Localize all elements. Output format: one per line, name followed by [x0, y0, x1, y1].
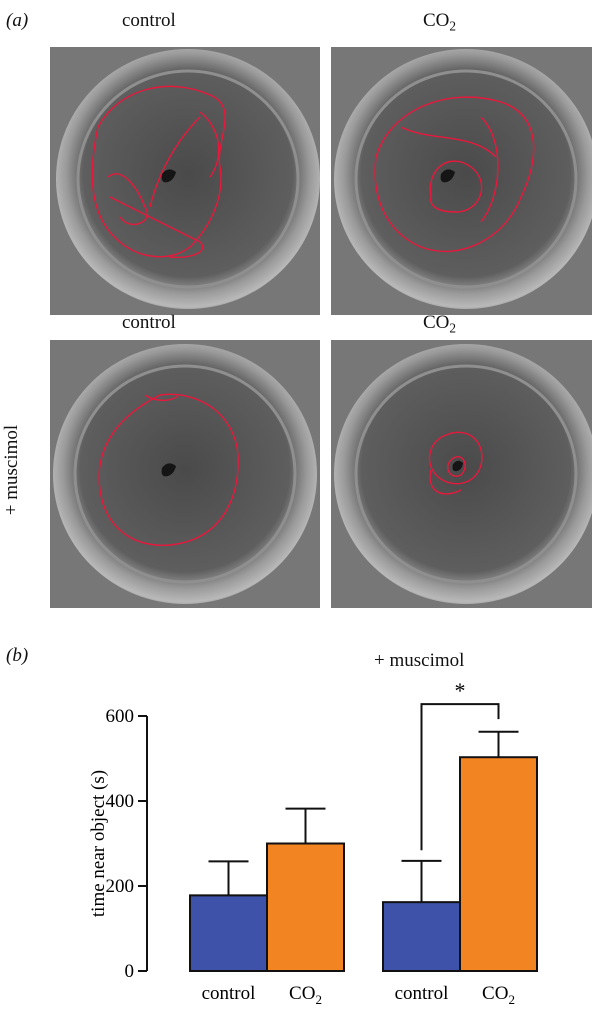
photo-co2 [331, 47, 592, 315]
photo-muscimol-co2 [331, 340, 592, 608]
y-tick-label: 200 [106, 876, 135, 897]
photo-muscimol-control [50, 340, 320, 608]
significance-bracket [420, 703, 500, 851]
muscimol-group-label: + muscimol [374, 650, 465, 671]
muscimol-side-label: + muscimol [1, 424, 22, 516]
row1-left-label: control [122, 10, 176, 31]
x-tick-label: CO2 [482, 983, 515, 1007]
row2-right-label: CO2 [423, 312, 457, 336]
panel-b-letter: (b) [6, 645, 29, 666]
bar [266, 842, 345, 972]
x-tick-label: CO2 [289, 983, 322, 1007]
trajectory-track [91, 85, 226, 259]
object-icon [161, 169, 176, 183]
panel-a-letter: (a) [6, 10, 29, 31]
object-icon [440, 169, 455, 183]
bar [189, 894, 268, 973]
x-tick-label: control [202, 983, 256, 1004]
photo-control [50, 47, 320, 315]
y-tick-label: 0 [125, 961, 135, 982]
y-axis-label: time near object (s) [88, 770, 109, 917]
row1-right-label: CO2 [423, 10, 457, 34]
y-tick-label: 600 [106, 706, 135, 727]
bar [459, 756, 538, 972]
trajectory-track [374, 96, 535, 252]
object-icon [161, 463, 176, 477]
trajectory-track [98, 393, 239, 546]
bar-chart: 0 200 400 600 time near object (s) control CO2… [88, 678, 538, 1007]
trajectory-track [428, 431, 483, 495]
object-icon [452, 460, 463, 472]
x-tick-label: control [395, 983, 449, 1004]
significance-star: * [455, 678, 466, 703]
row2-left-label: control [122, 312, 176, 333]
bar [382, 901, 461, 972]
y-tick-label: 400 [106, 791, 135, 812]
